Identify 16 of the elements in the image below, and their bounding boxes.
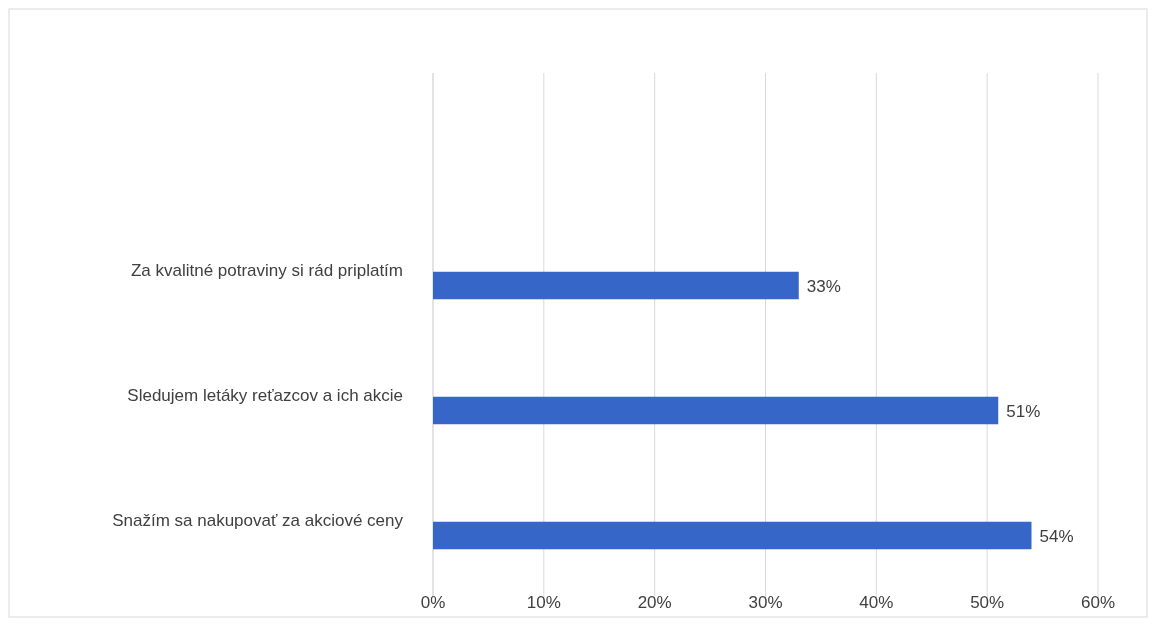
y-tick-label: Snažím sa nakupovať za akciové ceny xyxy=(112,510,404,530)
data-label: 33% xyxy=(806,276,841,296)
x-tick-label: 30% xyxy=(748,593,783,612)
x-tick-label: 20% xyxy=(637,593,672,612)
x-tick-label: 10% xyxy=(526,593,561,612)
x-tick-label: 50% xyxy=(970,593,1005,612)
y-tick-label: Za kvalitné potraviny si rád priplatím xyxy=(130,260,403,280)
bar xyxy=(433,396,999,425)
y-tick-label: Sledujem letáky reťazcov a ich akcie xyxy=(127,385,403,405)
data-label: 54% xyxy=(1039,526,1074,546)
bar xyxy=(433,521,1032,550)
x-tick-label: 0% xyxy=(420,593,446,612)
x-tick-label: 60% xyxy=(1080,593,1116,612)
bar xyxy=(433,271,799,300)
data-label: 51% xyxy=(1006,401,1041,421)
x-tick-label: 40% xyxy=(859,593,894,612)
